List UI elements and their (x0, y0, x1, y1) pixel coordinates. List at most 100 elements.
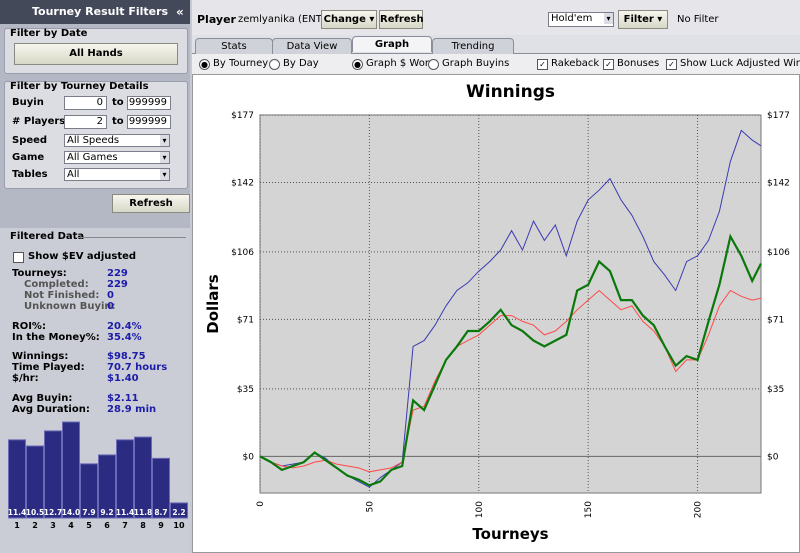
x-tick-label: 0 (256, 501, 266, 507)
bar-label: 14.0 (62, 508, 81, 517)
option-label: Show Luck Adjusted Winning (680, 58, 800, 69)
ev-checkbox[interactable] (13, 252, 24, 263)
game-select[interactable]: Hold'em (548, 12, 614, 27)
filter-button[interactable]: Filter ▾ (618, 10, 668, 29)
stat-label: Time Played: (12, 362, 85, 373)
stat-value: 20.4% (107, 321, 142, 332)
bar-label: 12.7 (44, 508, 63, 517)
stat-label: Completed: (24, 279, 89, 290)
x-tick-label: 5 (86, 521, 92, 530)
plot-area (259, 114, 762, 494)
group-title: Filter by Tourney Details (10, 81, 149, 92)
stat-value: $1.40 (107, 373, 139, 384)
option-label: Rakeback (551, 58, 600, 69)
y-tick-label: $106 (231, 248, 254, 258)
x-tick-label: 7 (122, 521, 128, 530)
histogram: 11.4 1 10.5 2 12.7 3 14.0 4 7.9 5 9.2 6 11.4 7 11.8 8 8.… (8, 421, 188, 530)
player-name: zemlyanika (ENT) (238, 14, 326, 25)
stat-value: 70.7 hours (107, 362, 168, 373)
stat-value: 229 (107, 279, 128, 290)
checkbox[interactable]: ✓ (537, 59, 548, 70)
tab[interactable]: Trending (432, 38, 514, 54)
y2-tick-label: $106 (767, 248, 790, 258)
stat-value: $2.11 (107, 393, 139, 404)
range-from[interactable]: 0 (64, 96, 107, 110)
stat-label: Tourneys: (12, 268, 67, 279)
stat-value: 0 (107, 290, 114, 301)
radio[interactable] (428, 59, 439, 70)
refresh-button[interactable]: Refresh (112, 194, 190, 213)
options-bar (192, 54, 800, 74)
radio[interactable]: ● (199, 59, 210, 70)
bar-label: 11.4 (8, 508, 27, 517)
bar-label: 7.9 (82, 508, 95, 517)
select[interactable]: All (64, 168, 170, 181)
button-text: Change (323, 14, 366, 25)
button-text: Filter (623, 14, 654, 25)
group-title: Filtered Data (10, 231, 85, 242)
stat-label: Unknown Buyin: (24, 301, 116, 312)
stat-label: Avg Duration: (12, 404, 90, 415)
stat-value: 0 (107, 301, 114, 312)
option-label: Graph $ Won (366, 58, 432, 69)
sidebar-title: Tourney Result Filters (32, 5, 169, 18)
bar (170, 502, 188, 519)
bar-label: 2.2 (172, 508, 185, 517)
option-label: By Tourney (213, 58, 269, 69)
x-tick-label: 150 (584, 501, 594, 518)
bar (62, 421, 80, 519)
chart-title: Winnings (466, 82, 555, 102)
x-tick-label: 8 (140, 521, 146, 530)
bar-label: 10.5 (26, 508, 45, 517)
checkbox[interactable]: ✓ (666, 59, 677, 70)
stat-label: Not Finished: (24, 290, 100, 301)
range-to[interactable]: 999999 (127, 96, 171, 110)
tab[interactable]: Graph (352, 36, 432, 52)
collapse-button[interactable]: « (176, 5, 184, 19)
bar (116, 439, 134, 519)
field-label: Game (12, 152, 45, 163)
bar-label: 9.2 (100, 508, 113, 517)
y-tick-label: $35 (237, 385, 254, 395)
tab[interactable]: Data View (272, 38, 352, 54)
field-label: Speed (12, 135, 48, 146)
bar-label: 8.7 (154, 508, 167, 517)
series-line (259, 233, 762, 487)
all-hands-button[interactable]: All Hands (14, 43, 178, 65)
field-label: Buyin (12, 97, 44, 108)
tab[interactable]: Stats (195, 38, 273, 54)
stat-value: $98.75 (107, 351, 146, 362)
change-button[interactable]: Change ▾ (321, 10, 377, 29)
stat-value: 28.9 min (107, 404, 157, 415)
x-tick-label: 9 (158, 521, 164, 530)
range-sep: to (112, 97, 124, 108)
chart: Winnings Tourneys Dollars $0 $0 $35 $35 $71 $71 $… (192, 74, 800, 553)
bar (26, 445, 44, 519)
radio[interactable]: ● (352, 59, 363, 70)
x-tick-label: 4 (68, 521, 74, 530)
checkbox[interactable]: ✓ (603, 59, 614, 70)
separator (78, 237, 186, 238)
y-axis-label: Dollars (204, 274, 222, 334)
option-label: Graph Buyins (442, 58, 510, 69)
sidebar-header: Tourney Result Filters (0, 0, 190, 24)
select[interactable]: All Speeds (64, 134, 170, 147)
bar (152, 457, 170, 519)
x-axis-label: Tourneys (472, 525, 548, 543)
y-tick-label: $71 (237, 315, 254, 325)
y2-tick-label: $71 (767, 315, 784, 325)
bar (80, 463, 98, 519)
y2-tick-label: $35 (767, 385, 784, 395)
range-to[interactable]: 999999 (127, 115, 171, 129)
refresh-button[interactable]: Refresh (379, 10, 424, 29)
stat-value: 229 (107, 268, 128, 279)
x-tick-label: 3 (50, 521, 56, 530)
select[interactable]: All Games (64, 151, 170, 164)
x-tick-label: 200 (694, 501, 704, 518)
radio[interactable] (269, 59, 280, 70)
bar-label: 11.8 (134, 508, 153, 517)
toolbar (192, 0, 800, 35)
stat-value: 35.4% (107, 332, 142, 343)
range-from[interactable]: 2 (64, 115, 107, 129)
